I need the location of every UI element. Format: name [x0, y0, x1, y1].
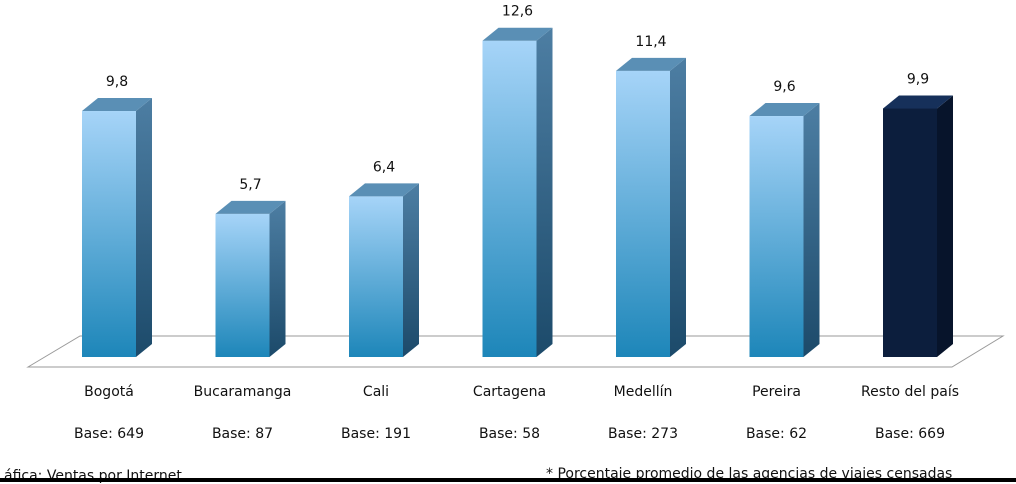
- bar-5: [749, 103, 820, 357]
- bar-0: [82, 98, 152, 358]
- bar-front: [749, 116, 804, 357]
- bar-top: [749, 103, 820, 117]
- bar-front: [616, 70, 670, 358]
- value-label: 9,9: [907, 72, 929, 88]
- bar-6: [883, 95, 953, 357]
- value-labels-group: 9,8 5,7 6,4 12,6 11,4 9,6 9,9: [106, 4, 929, 193]
- category-label: Bucaramanga: [194, 384, 292, 400]
- bar-front: [349, 196, 403, 357]
- bar-side: [536, 27, 553, 358]
- value-label: 11,4: [635, 34, 666, 50]
- bars-group: [82, 27, 953, 358]
- bottom-border: [0, 478, 1016, 482]
- bar-front: [82, 111, 136, 358]
- bar-side: [937, 95, 953, 357]
- bar-top: [883, 95, 953, 109]
- bar-front: [482, 40, 537, 358]
- base-label: Base: 87: [212, 426, 273, 442]
- value-label: 9,8: [106, 74, 128, 90]
- category-label: Bogotá: [84, 384, 134, 400]
- category-label: Cartagena: [473, 384, 546, 400]
- base-label: Base: 669: [875, 426, 945, 442]
- base-labels-group: Base: 649 Base: 87 Base: 191 Base: 58 Base: …: [74, 426, 945, 442]
- bar-top: [482, 27, 553, 41]
- bar-2: [349, 183, 419, 357]
- chart-floor: [26, 335, 1005, 368]
- category-labels-group: Bogotá Bucaramanga Cali Cartagena Medellín Pe…: [84, 384, 959, 400]
- bar-4: [616, 57, 686, 358]
- bar-top: [616, 57, 686, 71]
- category-label: Resto del país: [861, 384, 959, 400]
- bar-top: [82, 98, 152, 112]
- base-label: Base: 58: [479, 426, 540, 442]
- value-label: 6,4: [373, 159, 395, 175]
- value-label: 5,7: [239, 177, 261, 193]
- bar-side: [670, 57, 686, 358]
- bar-top: [349, 183, 419, 197]
- bar-side: [403, 183, 419, 357]
- base-label: Base: 62: [746, 426, 807, 442]
- bar-3: [482, 27, 553, 358]
- value-label: 9,6: [773, 79, 795, 95]
- base-label: Base: 191: [341, 426, 411, 442]
- base-label: Base: 273: [608, 426, 678, 442]
- bar-front: [215, 213, 270, 357]
- bar-top: [215, 200, 286, 214]
- bar-side: [136, 98, 152, 358]
- category-label: Pereira: [752, 384, 801, 400]
- value-label: 12,6: [502, 4, 533, 20]
- category-label: Cali: [363, 384, 389, 400]
- bar-side: [803, 103, 820, 357]
- bar-1: [215, 200, 286, 357]
- category-label: Medellín: [614, 384, 673, 400]
- bar-side: [269, 200, 286, 357]
- base-label: Base: 649: [74, 426, 144, 442]
- bar-front: [883, 108, 937, 357]
